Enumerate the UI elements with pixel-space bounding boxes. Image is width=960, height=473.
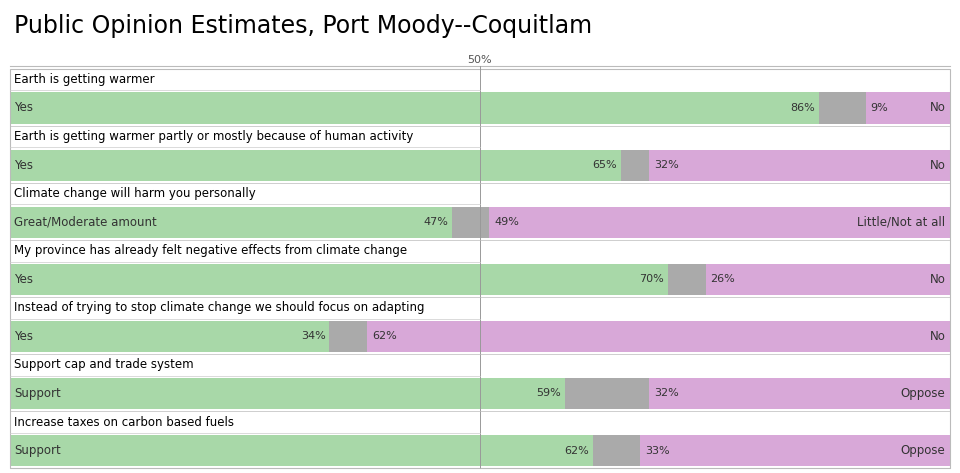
Text: 70%: 70% bbox=[639, 274, 664, 284]
Text: 59%: 59% bbox=[536, 388, 561, 398]
Text: Yes: Yes bbox=[14, 102, 34, 114]
Text: 47%: 47% bbox=[423, 217, 448, 227]
Text: 32%: 32% bbox=[654, 388, 679, 398]
Text: 26%: 26% bbox=[710, 274, 735, 284]
Text: No: No bbox=[929, 330, 946, 343]
Text: 32%: 32% bbox=[654, 160, 679, 170]
Text: 9%: 9% bbox=[871, 103, 888, 113]
Text: 65%: 65% bbox=[592, 160, 617, 170]
Text: Little/Not at all: Little/Not at all bbox=[857, 216, 946, 228]
Text: Increase taxes on carbon based fuels: Increase taxes on carbon based fuels bbox=[14, 415, 234, 429]
Text: Support cap and trade system: Support cap and trade system bbox=[14, 359, 194, 371]
Text: Oppose: Oppose bbox=[900, 444, 946, 457]
Text: Great/Moderate amount: Great/Moderate amount bbox=[14, 216, 157, 228]
Text: No: No bbox=[929, 102, 946, 114]
Text: Support: Support bbox=[14, 387, 61, 400]
Text: Earth is getting warmer partly or mostly because of human activity: Earth is getting warmer partly or mostly… bbox=[14, 130, 414, 143]
Text: Oppose: Oppose bbox=[900, 387, 946, 400]
Text: No: No bbox=[929, 158, 946, 172]
Text: 62%: 62% bbox=[564, 446, 589, 455]
Text: My province has already felt negative effects from climate change: My province has already felt negative ef… bbox=[14, 244, 408, 257]
Text: 33%: 33% bbox=[645, 446, 669, 455]
Text: Yes: Yes bbox=[14, 330, 34, 343]
Text: 50%: 50% bbox=[468, 55, 492, 65]
Text: Instead of trying to stop climate change we should focus on adapting: Instead of trying to stop climate change… bbox=[14, 301, 425, 315]
Text: No: No bbox=[929, 273, 946, 286]
Text: Yes: Yes bbox=[14, 273, 34, 286]
Text: 62%: 62% bbox=[372, 332, 396, 342]
Text: 34%: 34% bbox=[300, 332, 325, 342]
Text: Earth is getting warmer: Earth is getting warmer bbox=[14, 73, 155, 86]
Text: Yes: Yes bbox=[14, 158, 34, 172]
Text: Public Opinion Estimates, Port Moody--Coquitlam: Public Opinion Estimates, Port Moody--Co… bbox=[14, 14, 592, 38]
Text: Support: Support bbox=[14, 444, 61, 457]
Text: Climate change will harm you personally: Climate change will harm you personally bbox=[14, 187, 256, 200]
Text: 86%: 86% bbox=[790, 103, 815, 113]
Text: 49%: 49% bbox=[494, 217, 519, 227]
